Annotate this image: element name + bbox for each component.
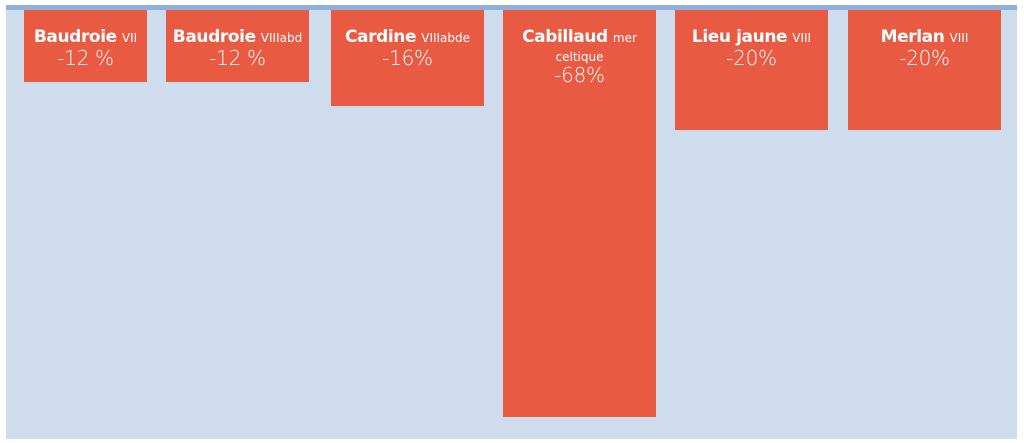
bar-label-3: Cardine VIIIabde -16% (325, 28, 490, 69)
species-name: Cardine (344, 27, 417, 47)
bar-6 (848, 10, 1001, 130)
zone-label: VIIIabde (421, 31, 471, 45)
bar-5 (675, 10, 828, 130)
zone-label: mer celtique (555, 31, 637, 64)
species-name: Merlan (880, 27, 945, 47)
zone-label: VIII (949, 31, 969, 45)
value-label: -12 % (209, 45, 266, 70)
zone-label: VIII (792, 31, 812, 45)
value-label: -16% (382, 45, 433, 70)
bar-4 (503, 10, 656, 417)
bar-3 (331, 10, 484, 106)
value-label: -20% (726, 45, 777, 70)
bar-label-1: Baudroie VII -12 % (18, 28, 153, 69)
species-name: Baudroie (172, 27, 256, 47)
zone-label: VII (121, 31, 138, 45)
bar-label-2: Baudroie VIIIabd -12 % (160, 28, 315, 69)
bar-label-6: Merlan VIII -20% (842, 28, 1007, 69)
bar-label-4: Cabillaud mer celtique -68% (497, 27, 662, 88)
bar-1 (24, 10, 147, 82)
bar-label-5: Lieu jaune VIII -20% (669, 28, 834, 69)
value-label: -12 % (57, 45, 114, 70)
species-name: Cabillaud (522, 27, 608, 47)
value-label: -20% (899, 45, 950, 70)
species-name: Baudroie (33, 27, 117, 47)
value-label: -68% (554, 63, 605, 88)
species-name: Lieu jaune (691, 27, 788, 47)
bar-2 (166, 10, 309, 82)
zone-label: VIIIabd (260, 31, 303, 45)
zero-baseline (6, 5, 1017, 10)
